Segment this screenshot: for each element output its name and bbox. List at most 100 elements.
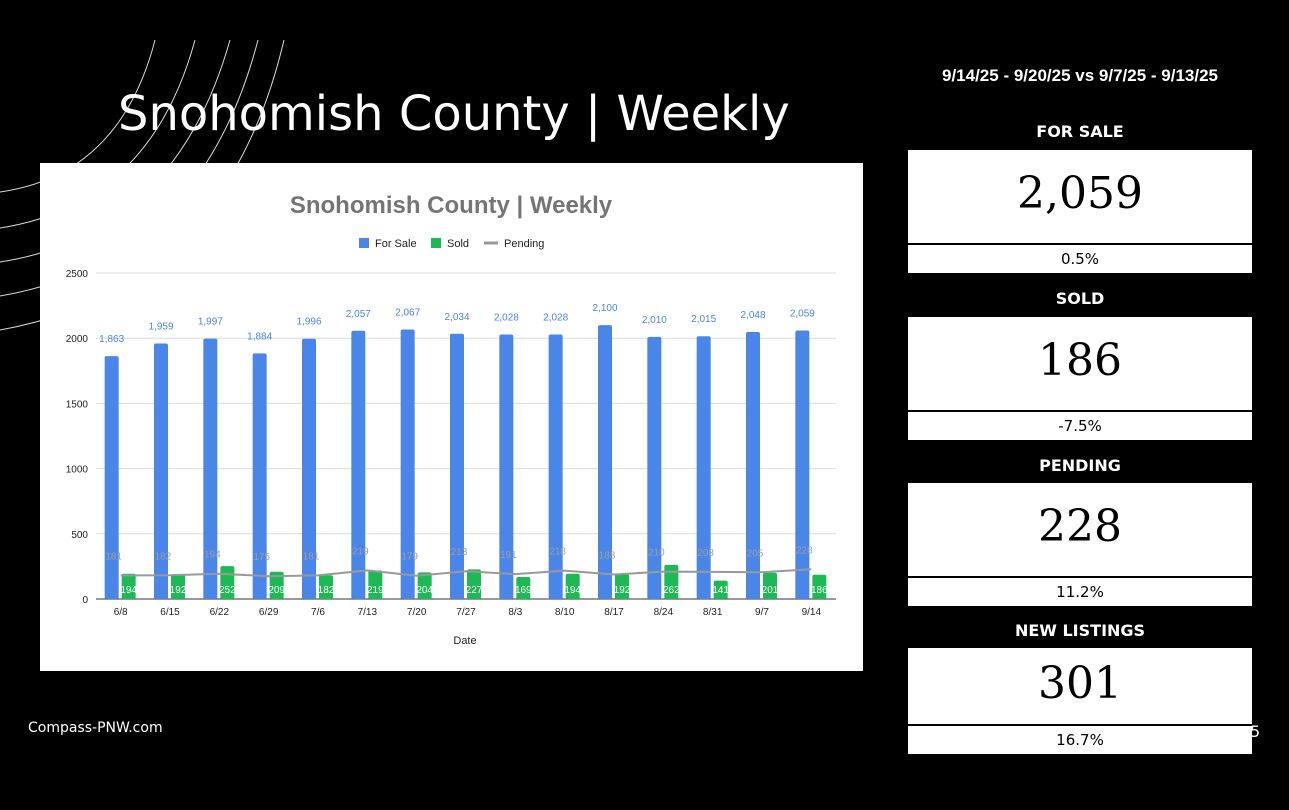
x-tick-label: 7/27 (456, 607, 476, 618)
stat-change-pending: 11.2% (908, 578, 1252, 606)
data-label-sold: 204 (416, 585, 433, 596)
data-label-sold: 252 (219, 585, 236, 596)
data-label-for-sale: 2,100 (592, 303, 617, 314)
stat-card-for-sale: 2,059 (908, 150, 1252, 244)
bar-sold (171, 573, 185, 599)
data-label-for-sale: 2,034 (444, 312, 469, 323)
stat-change-sold: -7.5% (908, 412, 1252, 440)
bar-sold (417, 572, 432, 599)
bar-for-sale (252, 353, 267, 599)
data-label-sold: 194 (120, 585, 137, 596)
data-label-pending: 218 (549, 547, 566, 558)
bar-for-sale (647, 336, 662, 599)
data-label-pending: 213 (451, 547, 468, 558)
x-tick-label: 8/24 (654, 607, 674, 618)
bar-for-sale (696, 336, 711, 599)
data-label-pending: 208 (697, 548, 714, 559)
bar-sold (319, 575, 333, 599)
x-tick-label: 7/6 (311, 607, 325, 618)
x-tick-label: 6/22 (210, 607, 230, 618)
data-label-pending: 181 (105, 551, 122, 562)
x-tick-label: 8/17 (604, 607, 624, 618)
data-label-for-sale: 2,048 (740, 310, 765, 321)
bar-for-sale (302, 338, 316, 599)
data-label-for-sale: 2,057 (346, 309, 371, 320)
bar-sold (664, 564, 679, 599)
x-tick-label: 8/3 (508, 607, 522, 618)
page-number: 5 (1250, 722, 1261, 741)
legend-swatch-for-sale (359, 238, 369, 248)
x-tick-label: 6/15 (160, 607, 180, 618)
data-label-sold: 219 (367, 585, 384, 596)
footer-website: Compass-PNW.com (28, 720, 163, 736)
x-tick-label: 7/20 (407, 607, 427, 618)
bar-sold (516, 576, 531, 599)
legend-label-for-sale: For Sale (375, 238, 417, 250)
data-label-sold: 227 (466, 585, 483, 596)
stat-card-new-listings: 301 (908, 648, 1252, 725)
bar-sold (565, 573, 580, 599)
x-tick-label: 6/29 (259, 607, 279, 618)
bar-sold (615, 573, 629, 599)
data-label-for-sale: 1,997 (198, 317, 223, 328)
bar-for-sale (154, 343, 168, 599)
data-label-pending: 194 (204, 550, 221, 561)
stat-value-new-listings: 301 (1038, 658, 1122, 709)
bar-for-sale (746, 331, 760, 599)
x-tick-label: 6/8 (114, 607, 128, 618)
stat-label-sold: SOLD (1055, 289, 1105, 308)
bar-for-sale (548, 334, 563, 599)
bar-sold (269, 571, 284, 599)
data-label-pending: 188 (599, 550, 616, 561)
data-label-for-sale: 2,015 (691, 314, 716, 325)
data-label-sold: 192 (614, 585, 631, 596)
bar-for-sale (795, 330, 810, 599)
data-label-sold: 209 (268, 585, 285, 596)
bar-for-sale (104, 356, 119, 599)
bar-sold (467, 569, 481, 599)
data-label-sold: 169 (515, 585, 532, 596)
stat-card-sold: 186 (908, 317, 1252, 411)
data-label-for-sale: 2,028 (494, 313, 519, 324)
data-label-for-sale: 1,996 (296, 317, 321, 328)
data-label-sold: 182 (318, 585, 335, 596)
bar-sold (121, 573, 136, 599)
bar-for-sale (598, 325, 612, 599)
bar-for-sale (203, 338, 218, 599)
bar-for-sale (351, 330, 366, 599)
data-label-sold: 192 (170, 585, 187, 596)
stat-label-pending: PENDING (1039, 456, 1121, 475)
bar-sold (368, 570, 383, 599)
y-tick-label: 2500 (66, 269, 89, 280)
stat-change-for-sale: 0.5% (908, 245, 1252, 273)
data-label-for-sale: 1,884 (247, 331, 272, 342)
legend-label-sold: Sold (447, 238, 469, 250)
chart-legend: For Sale Sold Pending (359, 238, 544, 250)
data-label-pending: 181 (303, 551, 320, 562)
stat-value-pending: 228 (1038, 501, 1122, 552)
stat-card-pending: 228 (908, 483, 1252, 577)
data-label-sold: 194 (564, 585, 581, 596)
chart-title: Snohomish County | Weekly (290, 192, 613, 219)
data-label-for-sale: 2,010 (642, 315, 667, 326)
data-label-for-sale: 2,059 (790, 309, 815, 320)
data-label-pending: 228 (796, 545, 813, 556)
data-label-for-sale: 2,067 (395, 307, 420, 318)
stat-change-new-listings: 16.7% (908, 726, 1252, 754)
bar-sold (812, 574, 827, 599)
data-label-pending: 175 (253, 552, 270, 563)
data-label-pending: 205 (747, 548, 764, 559)
data-label-pending: 182 (155, 551, 172, 562)
data-label-pending: 219 (352, 546, 369, 557)
data-label-for-sale: 1,863 (99, 334, 124, 345)
chart-panel: Snohomish County | Weekly For Sale Sold … (40, 163, 863, 671)
data-label-pending: 191 (500, 550, 517, 561)
legend-swatch-sold (431, 238, 441, 248)
y-tick-label: 1000 (66, 465, 89, 476)
stat-label-new-listings: NEW LISTINGS (1014, 621, 1146, 640)
stat-value-for-sale: 2,059 (1017, 168, 1143, 219)
bar-for-sale (450, 333, 464, 599)
x-tick-label: 8/31 (703, 607, 723, 618)
bar-sold (763, 572, 777, 599)
data-label-sold: 141 (712, 585, 729, 596)
